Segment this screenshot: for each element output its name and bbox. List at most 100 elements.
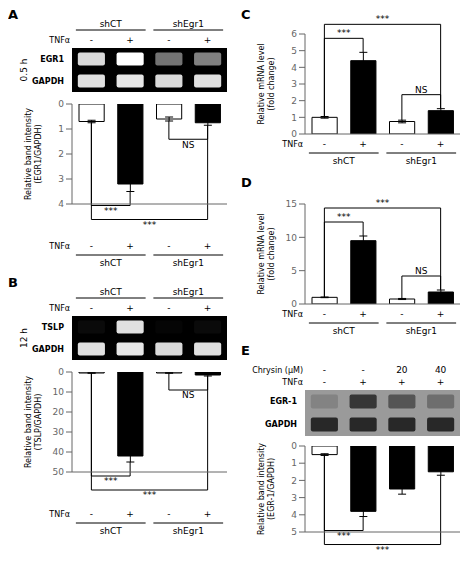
svg-text:0: 0 xyxy=(291,299,297,309)
svg-text:-: - xyxy=(90,35,93,45)
svg-text:10: 10 xyxy=(286,233,298,243)
svg-text:shCT: shCT xyxy=(100,526,123,536)
svg-text:shCT: shCT xyxy=(100,287,123,297)
svg-text:NS: NS xyxy=(415,266,428,276)
svg-text:-: - xyxy=(167,35,170,45)
svg-text:shCT: shCT xyxy=(333,156,356,166)
svg-text:TNFα: TNFα xyxy=(48,510,70,519)
svg-text:***: *** xyxy=(143,220,157,230)
svg-text:(fold change): (fold change) xyxy=(267,227,276,280)
svg-text:TNFα: TNFα xyxy=(281,378,303,387)
svg-text:TNFα: TNFα xyxy=(281,140,303,149)
svg-text:shCT: shCT xyxy=(333,326,356,336)
svg-text:shEgr1: shEgr1 xyxy=(173,526,204,536)
svg-text:Relative band intensity: Relative band intensity xyxy=(24,108,33,200)
svg-text:+: + xyxy=(359,139,367,149)
svg-text:+: + xyxy=(359,377,367,387)
svg-text:***: *** xyxy=(337,212,351,222)
svg-text:shEgr1: shEgr1 xyxy=(173,287,204,297)
svg-text:***: *** xyxy=(376,14,390,24)
svg-text:GAPDH: GAPDH xyxy=(32,345,64,354)
svg-text:0: 0 xyxy=(58,99,64,109)
svg-text:0: 0 xyxy=(291,441,297,451)
svg-text:4: 4 xyxy=(291,510,297,520)
svg-text:+: + xyxy=(126,303,134,313)
svg-text:3: 3 xyxy=(58,174,64,184)
svg-text:shEgr1: shEgr1 xyxy=(173,19,204,29)
svg-text:+: + xyxy=(437,377,445,387)
svg-text:+: + xyxy=(204,35,212,45)
svg-text:30: 30 xyxy=(53,427,65,437)
svg-text:-: - xyxy=(90,303,93,313)
svg-text:TNFα: TNFα xyxy=(48,36,70,45)
svg-text:-: - xyxy=(400,139,403,149)
svg-text:NS: NS xyxy=(182,140,195,150)
svg-text:***: *** xyxy=(376,198,390,208)
svg-text:+: + xyxy=(398,377,406,387)
svg-text:0.5 h: 0.5 h xyxy=(19,59,29,82)
svg-text:+: + xyxy=(437,139,445,149)
svg-text:-: - xyxy=(90,509,93,519)
svg-text:+: + xyxy=(359,309,367,319)
svg-text:GAPDH: GAPDH xyxy=(32,77,64,86)
svg-text:1: 1 xyxy=(291,113,297,123)
svg-text:3: 3 xyxy=(291,79,297,89)
svg-text:4: 4 xyxy=(291,63,297,73)
svg-text:TSLP: TSLP xyxy=(42,323,64,332)
svg-text:20: 20 xyxy=(396,365,408,375)
svg-text:***: *** xyxy=(337,28,351,38)
svg-text:-: - xyxy=(400,309,403,319)
svg-text:+: + xyxy=(204,509,212,519)
svg-text:+: + xyxy=(126,509,134,519)
svg-text:Relative band intensity: Relative band intensity xyxy=(24,376,33,468)
svg-text:***: *** xyxy=(337,531,351,541)
svg-text:-: - xyxy=(323,309,326,319)
svg-text:-: - xyxy=(167,303,170,313)
svg-text:0: 0 xyxy=(291,129,297,139)
svg-text:1: 1 xyxy=(58,124,64,134)
svg-text:shCT: shCT xyxy=(100,19,123,29)
svg-text:-: - xyxy=(323,139,326,149)
svg-text:1: 1 xyxy=(291,458,297,468)
svg-text:NS: NS xyxy=(415,85,428,95)
svg-text:GAPDH: GAPDH xyxy=(265,420,297,429)
svg-text:TNFα: TNFα xyxy=(281,310,303,319)
svg-text:2: 2 xyxy=(291,96,297,106)
svg-text:-: - xyxy=(362,365,365,375)
svg-text:20: 20 xyxy=(53,407,65,417)
svg-text:40: 40 xyxy=(435,365,447,375)
svg-text:(EGR1/GAPDH): (EGR1/GAPDH) xyxy=(34,124,43,184)
svg-text:2: 2 xyxy=(291,476,297,486)
svg-text:Chrysin (μM): Chrysin (μM) xyxy=(252,366,303,375)
svg-text:***: *** xyxy=(104,476,118,486)
svg-text:TNFα: TNFα xyxy=(48,242,70,251)
svg-text:(EGR-1/GAPDH): (EGR-1/GAPDH) xyxy=(267,458,276,520)
svg-text:***: *** xyxy=(376,545,390,555)
svg-text:6: 6 xyxy=(291,29,297,39)
svg-text:10: 10 xyxy=(53,387,65,397)
svg-text:+: + xyxy=(126,35,134,45)
svg-text:12 h: 12 h xyxy=(19,328,29,348)
svg-text:+: + xyxy=(126,241,134,251)
svg-text:EGR-1: EGR-1 xyxy=(270,397,298,406)
svg-text:(TSLP/GAPDH): (TSLP/GAPDH) xyxy=(34,394,43,451)
svg-text:shEgr1: shEgr1 xyxy=(406,156,437,166)
svg-text:shCT: shCT xyxy=(100,258,123,268)
svg-text:***: *** xyxy=(104,206,118,216)
svg-text:Relative mRNA level: Relative mRNA level xyxy=(257,43,266,124)
svg-text:3: 3 xyxy=(291,493,297,503)
svg-text:+: + xyxy=(437,309,445,319)
svg-text:4: 4 xyxy=(58,199,64,209)
svg-text:+: + xyxy=(204,241,212,251)
svg-text:NS: NS xyxy=(182,390,195,400)
svg-text:5: 5 xyxy=(291,527,297,537)
svg-text:(fold change): (fold change) xyxy=(267,57,276,110)
svg-text:Relative mRNA level: Relative mRNA level xyxy=(257,213,266,294)
svg-text:15: 15 xyxy=(286,199,297,209)
svg-text:-: - xyxy=(323,377,326,387)
svg-text:0: 0 xyxy=(58,367,64,377)
svg-text:shEgr1: shEgr1 xyxy=(406,326,437,336)
svg-text:TNFα: TNFα xyxy=(48,304,70,313)
svg-text:+: + xyxy=(204,303,212,313)
svg-text:-: - xyxy=(323,365,326,375)
